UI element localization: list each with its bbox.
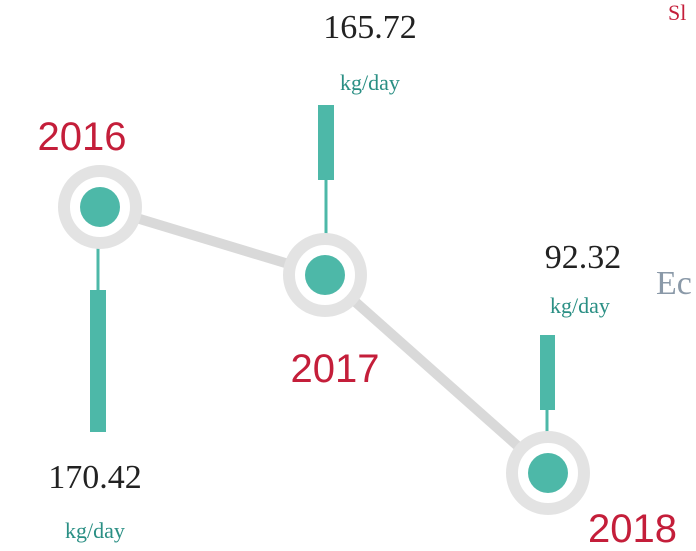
bar xyxy=(90,290,106,432)
unit-label: kg/day xyxy=(340,70,400,95)
node-dot xyxy=(528,453,568,493)
cropped-text: Sl xyxy=(668,0,686,25)
year-label: 2018 xyxy=(588,507,677,551)
bar xyxy=(540,335,555,410)
unit-label: kg/day xyxy=(550,293,610,318)
value-label: 165.72 xyxy=(323,9,417,46)
bar xyxy=(318,105,334,180)
unit-label: kg/day xyxy=(65,518,125,543)
year-label: 2017 xyxy=(291,347,380,391)
node-dot xyxy=(305,255,345,295)
year-label: 2016 xyxy=(38,115,127,159)
connector xyxy=(321,271,552,477)
value-label: 170.42 xyxy=(48,459,142,496)
node-dot xyxy=(80,187,120,227)
value-label: 92.32 xyxy=(545,239,622,276)
cropped-text: Ec xyxy=(656,265,692,302)
